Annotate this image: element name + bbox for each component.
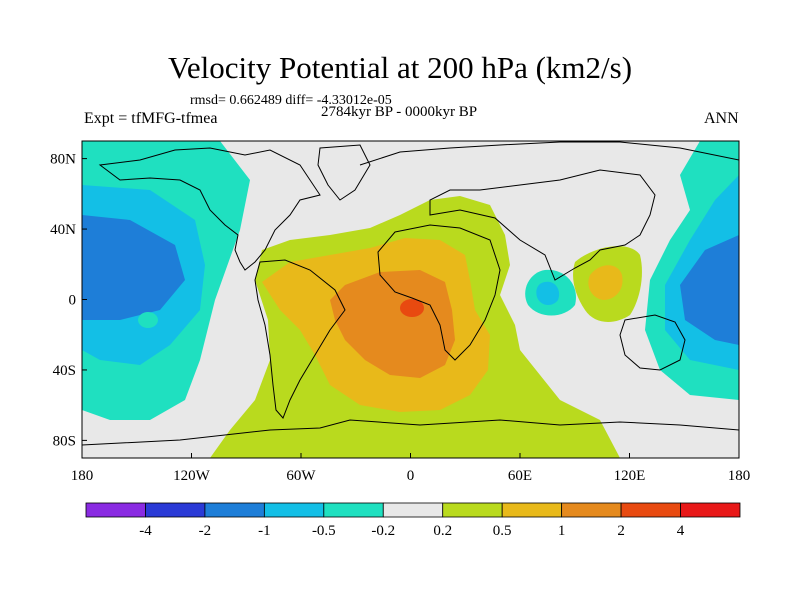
greenland-coast bbox=[317, 144, 371, 201]
lon-tick-label: 180 bbox=[728, 468, 751, 484]
colorbar-swatch bbox=[501, 502, 563, 518]
lat-tick-label: 40N bbox=[50, 222, 76, 238]
rmsd-diff-stats: rmsd= 0.662489 diff= -4.33012e-05 bbox=[190, 93, 392, 108]
colorbar-label: -0.5 bbox=[312, 523, 336, 539]
lon-tick-label: 120W bbox=[173, 468, 211, 484]
south-america-coast bbox=[254, 259, 346, 419]
lon-tick-label: 60W bbox=[286, 468, 316, 484]
colorbar-swatch bbox=[382, 502, 444, 518]
south-pacific-cyan-spot bbox=[138, 312, 158, 328]
indian-ocean-skyblue-contour bbox=[536, 281, 560, 306]
lon-tick-label: 60E bbox=[508, 468, 532, 484]
positive-orange-contour bbox=[330, 270, 455, 378]
lon-tick-label: 0 bbox=[407, 468, 415, 484]
colorbar-swatch bbox=[263, 502, 325, 518]
africa-coast bbox=[377, 224, 501, 361]
colorbar-label: 1 bbox=[558, 523, 566, 539]
colorbar-swatch bbox=[204, 502, 265, 518]
lat-tick-label: 0 bbox=[69, 293, 77, 309]
latitude-axis: 80N 40N 0 40S 80S bbox=[50, 152, 87, 449]
experiment-label: Expt = tfMFG-tfmea bbox=[84, 110, 218, 127]
colorbar-swatch bbox=[680, 502, 741, 518]
colorbar-swatch bbox=[561, 502, 622, 518]
east-pacific-blue-contour bbox=[680, 235, 739, 345]
lon-tick-label: 120E bbox=[614, 468, 646, 484]
australia-coast bbox=[619, 314, 686, 371]
colorbar-label: -1 bbox=[258, 523, 271, 539]
antarctica-coast bbox=[82, 419, 739, 446]
colorbar-label: 0.5 bbox=[493, 523, 512, 539]
longitude-axis: 180 120W 60W 0 60E 120E 180 bbox=[71, 453, 751, 484]
colorbar: -4 -2 -1 -0.5 -0.2 0.2 0.5 1 2 4 bbox=[85, 502, 741, 539]
lon-tick-label: 180 bbox=[71, 468, 94, 484]
colorbar-label: -4 bbox=[139, 523, 152, 539]
colorbar-swatch bbox=[620, 502, 681, 518]
lat-tick-label: 40S bbox=[53, 363, 76, 379]
colorbar-label: 2 bbox=[617, 523, 625, 539]
figure-title: Velocity Potential at 200 hPa (km2/s) bbox=[167, 50, 633, 85]
colorbar-label: -0.2 bbox=[371, 523, 395, 539]
positive-core-contour bbox=[400, 299, 424, 317]
colorbar-swatch bbox=[442, 502, 503, 518]
coastlines bbox=[82, 141, 739, 446]
north-america-coast bbox=[98, 147, 321, 271]
lat-tick-label: 80N bbox=[50, 152, 76, 168]
colorbar-swatch bbox=[323, 502, 384, 518]
colorbar-label: -2 bbox=[199, 523, 212, 539]
lat-tick-label: 80S bbox=[53, 433, 76, 449]
colorbar-swatch bbox=[85, 502, 146, 518]
colorbar-label: 4 bbox=[677, 523, 685, 539]
season-label: ANN bbox=[704, 110, 739, 127]
period-label: 2784kyr BP - 0000kyr BP bbox=[321, 104, 478, 120]
maritime-gold-contour bbox=[588, 265, 623, 300]
eurasia-coast bbox=[359, 141, 739, 281]
map-panel bbox=[82, 141, 739, 458]
colorbar-swatch bbox=[145, 502, 206, 518]
west-pacific-blue-contour bbox=[82, 215, 185, 320]
colorbar-label: 0.2 bbox=[433, 523, 452, 539]
